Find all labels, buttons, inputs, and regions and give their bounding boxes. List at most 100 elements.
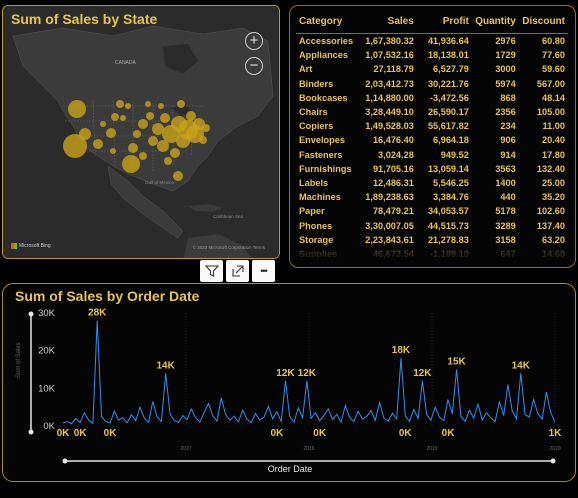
table-row[interactable]: Accessories 1,67,380.32 41,936.64 2976 60.80 <box>296 34 568 49</box>
state-sales-bubble[interactable] <box>177 100 185 108</box>
table-row[interactable]: Chairs 3,28,449.10 26,590.17 2356 105.00 <box>296 105 568 119</box>
table-cell: 16,476.40 <box>372 135 414 146</box>
x-slider-handle-left[interactable] <box>62 458 68 464</box>
table-cell: 1,67,380.32 <box>365 36 414 47</box>
state-sales-bubble[interactable] <box>170 148 180 158</box>
state-sales-bubble[interactable] <box>158 103 164 109</box>
table-cell: 30,221.76 <box>427 78 469 89</box>
table-row[interactable]: Binders 2,03,412.73 30,221.76 5974 567.00 <box>296 77 568 91</box>
x-slider-handle-right[interactable] <box>550 458 556 464</box>
table-cell: -3,472.56 <box>429 92 469 103</box>
table-row[interactable]: Bookcases 1,14,880.00 -3,472.56 868 48.14 <box>296 91 568 105</box>
state-sales-bubble[interactable] <box>111 113 119 121</box>
state-sales-bubble[interactable] <box>68 100 86 118</box>
state-sales-bubble[interactable] <box>193 118 205 130</box>
table-row[interactable]: Envelopes 16,476.40 6,964.18 906 20.40 <box>296 133 568 147</box>
table-cell: 63.20 <box>542 234 565 245</box>
table-row[interactable]: Machines 1,89,238.63 3,384.76 440 35.20 <box>296 190 568 204</box>
table-cell: 3,30,007.05 <box>365 220 414 231</box>
x-tick-label: 2019 <box>426 446 437 452</box>
map-credit[interactable]: © 2023 Microsoft Corporation Terms <box>192 245 265 250</box>
column-header-discount[interactable]: Discount <box>518 12 568 34</box>
table-row[interactable]: Fasteners 3,024.28 949.52 914 17.80 <box>296 148 568 162</box>
x-tick-label: 2020 <box>549 446 560 452</box>
data-label: 12K <box>298 368 317 379</box>
column-header-category[interactable]: Category <box>296 12 357 34</box>
state-sales-bubble[interactable] <box>125 103 131 109</box>
state-sales-bubble[interactable] <box>148 136 158 146</box>
state-sales-bubble[interactable] <box>93 139 103 149</box>
state-sales-bubble[interactable] <box>145 101 151 107</box>
table-row[interactable]: Phones 3,30,007.05 44,515.73 3289 137.40 <box>296 218 568 232</box>
table-cell: 21,278.83 <box>427 234 469 245</box>
table-cell: 105.00 <box>536 107 565 118</box>
table-cell: 2976 <box>495 36 516 47</box>
y-tick-label: 30K <box>38 308 56 319</box>
table-row[interactable]: Labels 12,486.31 5,546.25 1400 25.00 <box>296 176 568 190</box>
state-sales-bubble[interactable] <box>152 123 164 135</box>
state-sales-bubble[interactable] <box>106 128 116 138</box>
state-sales-bubble[interactable] <box>138 119 148 129</box>
y-tick-label: 20K <box>38 346 56 357</box>
state-sales-bubble[interactable] <box>157 140 169 152</box>
table-cell: Machines <box>299 192 341 203</box>
more-options-button[interactable]: ••• <box>252 260 275 282</box>
state-sales-bubble[interactable] <box>199 136 207 144</box>
column-header-profit[interactable]: Profit <box>416 12 472 34</box>
state-sales-bubble[interactable] <box>120 115 126 121</box>
category-table-visual[interactable]: Category Sales Profit Quantity Discount Acce… <box>289 5 576 268</box>
column-header-quantity[interactable]: Quantity <box>471 12 519 34</box>
microsoft-bing-logo: Microsoft Bing <box>11 243 51 249</box>
y-slider-handle-bottom[interactable] <box>28 429 34 435</box>
map-canvas[interactable]: CANADA Gulf of Mexico Caribbean Sea <box>3 6 280 259</box>
state-sales-bubble[interactable] <box>110 148 116 154</box>
table-row[interactable]: Storage 2,23,843.61 21,278.83 3158 63.20 <box>296 233 568 247</box>
table-cell: 37873 <box>471 261 519 267</box>
y-slider-handle-top[interactable] <box>28 311 34 317</box>
zoom-in-button[interactable]: + <box>245 32 263 50</box>
state-sales-bubble[interactable] <box>139 152 147 160</box>
state-sales-bubble[interactable] <box>116 100 124 108</box>
table-cell: 78,479.21 <box>372 206 414 217</box>
state-sales-bubble[interactable] <box>63 134 87 158</box>
state-sales-bubble[interactable] <box>186 111 196 121</box>
data-label: 0K <box>271 428 285 439</box>
state-sales-bubble[interactable] <box>122 155 140 173</box>
column-header-sales[interactable]: Sales <box>356 12 417 34</box>
table-row[interactable]: Furnishings 91,705.16 13,059.14 3563 132.40 <box>296 162 568 176</box>
zoom-out-button[interactable]: − <box>245 57 263 75</box>
data-label: 0K <box>57 428 71 439</box>
table-cell: Total <box>296 261 357 267</box>
map-visual[interactable]: CANADA Gulf of Mexico Caribbean Sea Sum … <box>2 5 280 259</box>
filter-button[interactable] <box>200 260 223 282</box>
table-cell: Fasteners <box>299 149 343 160</box>
state-sales-bubble[interactable] <box>133 130 141 138</box>
state-sales-bubble[interactable] <box>128 143 138 153</box>
state-sales-bubble[interactable] <box>173 171 183 181</box>
state-sales-bubble[interactable] <box>164 157 172 165</box>
state-sales-bubble[interactable] <box>146 112 154 120</box>
state-sales-bubble[interactable] <box>160 113 170 123</box>
line-chart-visual[interactable]: Sum of Sales by Order Date 0K 10K 20K 30K 2… <box>2 283 576 482</box>
table-cell: Appliances <box>299 50 349 61</box>
table-cell: 35.20 <box>542 192 565 203</box>
table-cell: 46,673.54 <box>372 248 414 259</box>
table-row[interactable]: Paper 78,479.21 34,053.57 5178 102.60 <box>296 204 568 218</box>
state-sales-bubble[interactable] <box>79 128 91 140</box>
table-cell: 2,23,843.61 <box>365 234 414 245</box>
table-row[interactable]: Copiers 1,49,528.03 55,617.82 234 11.00 <box>296 119 568 133</box>
state-sales-bubble[interactable] <box>100 121 106 127</box>
table-cell: 3,28,449.10 <box>365 107 414 118</box>
table-cell: 77.60 <box>542 50 565 61</box>
table-row[interactable]: Art 27,118.79 6,527.79 3000 59.60 <box>296 62 568 76</box>
table-row[interactable]: Appliances 1,07,532.16 18,138.01 1729 77.60 <box>296 48 568 62</box>
table-total-row[interactable]: Total22,97,200.862,86,397.02378731,561.0… <box>296 261 568 267</box>
table-row[interactable]: Supplies 46,673.54 -1,189.10 647 14.60 <box>296 247 568 262</box>
focus-mode-button[interactable] <box>226 260 249 282</box>
table-cell: Phones <box>299 220 333 231</box>
table-cell: 34,053.57 <box>427 206 469 217</box>
table-cell: 3158 <box>495 234 516 245</box>
table-cell: Labels <box>299 177 329 188</box>
state-sales-bubble[interactable] <box>202 124 210 132</box>
